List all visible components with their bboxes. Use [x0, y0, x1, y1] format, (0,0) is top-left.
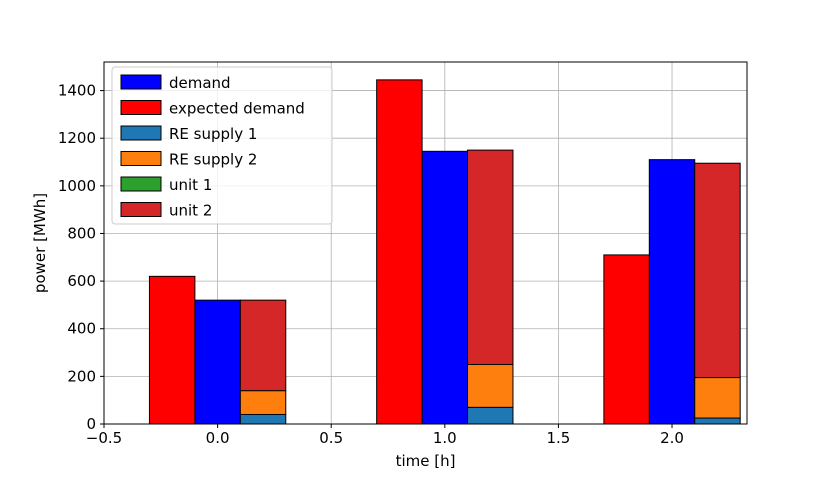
- bar-demand: [194, 299, 241, 425]
- y-tick-label: 1000: [58, 177, 96, 195]
- y-tick-label: 1200: [58, 129, 96, 147]
- legend-label: expected demand: [169, 100, 305, 118]
- bar-re-supply-1: [467, 406, 514, 425]
- legend-label: RE supply 2: [169, 151, 257, 169]
- bar-re-supply-2: [694, 377, 741, 419]
- y-axis-label: power [MWh]: [31, 193, 49, 293]
- y-tick-label: 800: [67, 224, 96, 242]
- bar-re-supply-1: [239, 413, 287, 425]
- tick-layer: −0.5 0.0 0.5 1.0 1.5 2.0 0 200 400 600 800 1000 1200…: [58, 82, 684, 447]
- bar-expected-demand: [148, 275, 196, 425]
- legend-swatch: [120, 176, 162, 192]
- bar-unit-2: [239, 299, 287, 392]
- bar-re-supply-2: [239, 390, 287, 415]
- y-tick-label: 200: [67, 367, 96, 385]
- legend-swatch: [120, 100, 162, 115]
- y-tick-label: 600: [67, 272, 96, 290]
- legend-swatch: [120, 125, 162, 141]
- plot-frame: [103, 61, 748, 425]
- x-tick-label: 2.0: [660, 429, 684, 447]
- legend-label: unit 1: [169, 176, 212, 194]
- legend-label: demand: [169, 74, 231, 92]
- legend-swatch: [120, 202, 162, 217]
- bar-re-supply-1: [694, 417, 741, 425]
- bar-re-supply-2: [467, 363, 514, 408]
- legend-swatch: [120, 151, 162, 166]
- y-tick-label: 1400: [58, 82, 96, 100]
- x-tick-label: 1.5: [546, 429, 570, 447]
- x-tick-label: 0.0: [206, 429, 230, 447]
- x-tick-label: −0.5: [86, 429, 122, 447]
- legend-label: RE supply 1: [169, 125, 257, 143]
- x-tick-label: 0.5: [319, 429, 343, 447]
- y-tick-label: 0: [86, 415, 96, 433]
- bar-expected-demand: [376, 79, 423, 425]
- legend-label: unit 2: [169, 202, 212, 220]
- y-tick-label: 400: [67, 320, 96, 338]
- legend-swatch: [120, 74, 162, 90]
- x-tick-label: 1.0: [433, 429, 457, 447]
- bar-demand: [648, 159, 696, 425]
- bar-demand: [421, 150, 469, 425]
- bar-unit-2: [467, 149, 514, 365]
- x-axis-label: time [h]: [396, 452, 456, 470]
- bar-expected-demand: [603, 254, 650, 425]
- bar-layer: [148, 79, 741, 425]
- legend: demand expected demand RE supply 1 RE suppl…: [111, 66, 333, 225]
- bar-unit-2: [694, 162, 741, 379]
- legend-box: [111, 66, 333, 225]
